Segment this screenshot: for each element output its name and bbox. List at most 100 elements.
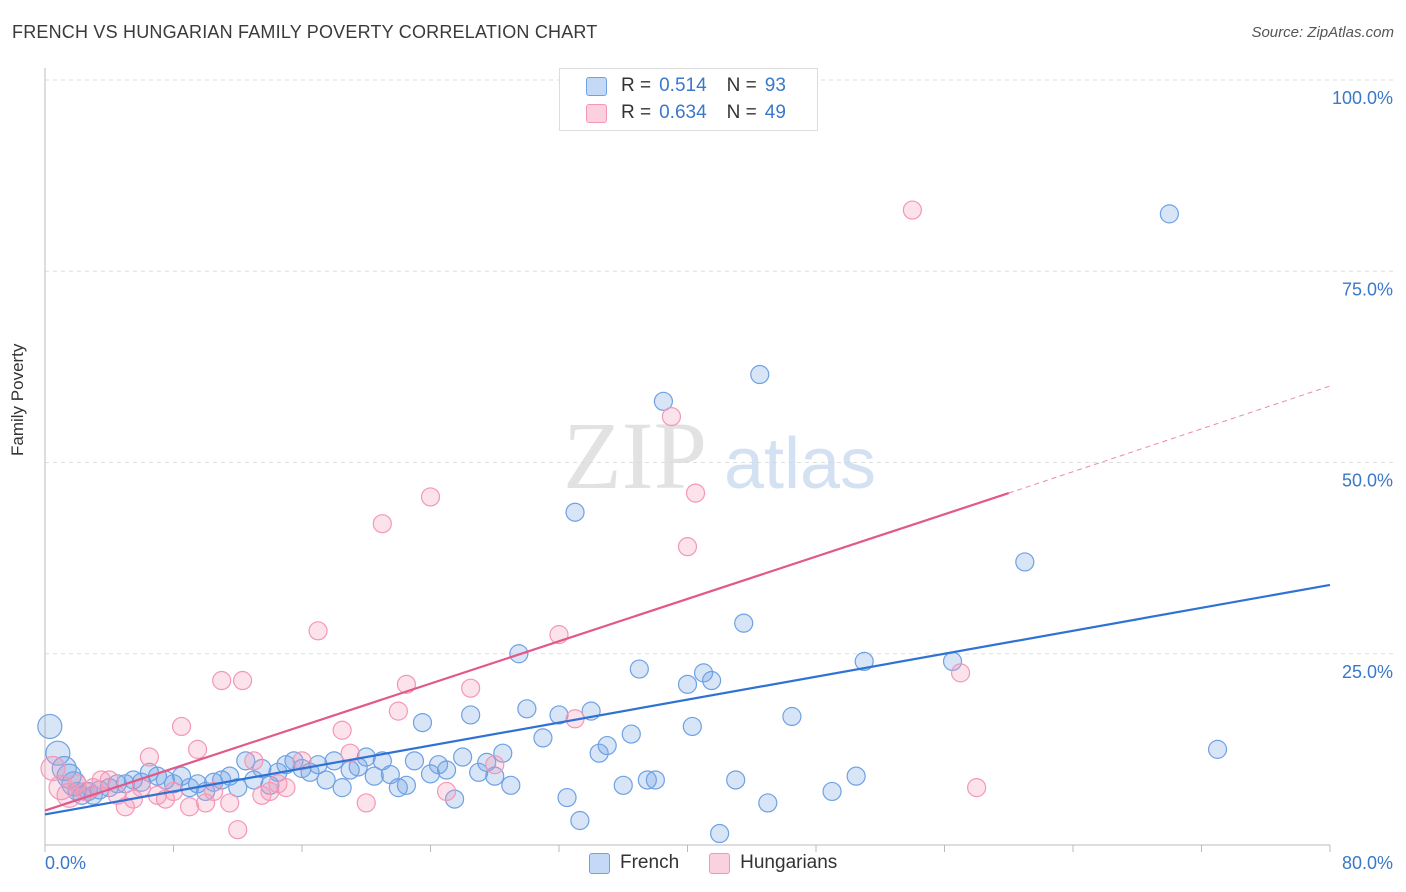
french-point-72: [621, 724, 641, 744]
hungarians-point-19: [196, 793, 216, 813]
french-point-80: [701, 670, 722, 691]
y-tick-label-75: 75.0%: [1342, 279, 1393, 299]
chart-title: FRENCH VS HUNGARIAN FAMILY POVERTY CORRE…: [12, 22, 598, 42]
french-point-73: [629, 659, 649, 679]
french-point-81: [710, 823, 730, 844]
french-point-74: [637, 770, 657, 790]
french-point-27: [236, 751, 256, 771]
hungarians-point-6: [91, 770, 111, 790]
hungarians-point-37: [396, 674, 417, 694]
french-point-78: [682, 716, 702, 737]
hungarians-point-48: [950, 663, 971, 683]
french-point-59: [493, 743, 513, 763]
hungarians-point-39: [436, 781, 457, 802]
french-point-69: [589, 743, 609, 763]
hungarians-point-40: [461, 678, 481, 698]
french-point-2: [51, 755, 77, 782]
hungarians-point-16: [171, 716, 192, 737]
hungarians-n-value: 49: [764, 102, 786, 123]
legend-stats: R = 0.514 N = 93 R = 0.634 N = 49: [559, 68, 818, 131]
legend-item-hungarians[interactable]: Hungarians: [709, 852, 837, 874]
hungarians-point-29: [276, 778, 296, 798]
hungarians-point-3: [67, 774, 87, 794]
hungarians-point-35: [372, 514, 392, 534]
french-legend-swatch: [589, 852, 610, 874]
watermark-atlas: atlas: [724, 424, 876, 504]
data-points: [37, 200, 1228, 844]
watermark: ZIP atlas: [563, 402, 876, 509]
french-point-87: [822, 781, 842, 802]
french-legend-label: French: [620, 852, 680, 873]
french-point-58: [485, 766, 505, 786]
hungarians-r-value: 0.634: [659, 102, 707, 123]
french-point-67: [570, 810, 590, 831]
hungarians-point-31: [308, 621, 328, 641]
chart-source: Source: ZipAtlas.com: [1251, 24, 1394, 41]
french-point-52: [436, 760, 457, 780]
french-point-71: [613, 775, 633, 795]
legend-row-hungarians: R = 0.634 N = 49: [586, 100, 786, 126]
x-tick-label-min: 0.0%: [45, 853, 86, 873]
french-point-86: [782, 706, 802, 727]
hungarians-point-17: [179, 797, 200, 817]
french-point-29: [252, 758, 272, 779]
y-tick-label-100: 100.0%: [1332, 88, 1393, 108]
hungarians-trend-extension: [1008, 385, 1331, 494]
french-point-84: [750, 364, 770, 385]
watermark-zip: ZIP: [563, 402, 707, 509]
french-point-0: [37, 713, 63, 740]
french-point-63: [533, 728, 553, 748]
legend-item-french[interactable]: French: [589, 852, 679, 874]
french-point-37: [316, 770, 336, 790]
hungarians-point-24: [232, 670, 253, 691]
french-point-47: [396, 775, 417, 795]
french-point-39: [332, 778, 352, 798]
r-label: R =: [621, 102, 652, 123]
hungarians-point-38: [420, 487, 441, 507]
hungarians-point-32: [332, 720, 352, 740]
r-label: R =: [621, 75, 652, 96]
hungarians-point-30: [292, 751, 312, 771]
french-point-92: [1207, 739, 1228, 759]
hungarians-point-36: [388, 701, 408, 721]
french-point-70: [597, 735, 617, 756]
french-point-54: [453, 747, 473, 767]
french-point-85: [758, 793, 778, 813]
french-point-82: [726, 770, 746, 790]
hungarians-point-21: [212, 670, 232, 691]
french-point-66: [565, 502, 585, 522]
french-point-43: [364, 766, 384, 786]
hungarians-swatch: [586, 103, 607, 123]
french-point-18: [163, 774, 184, 794]
n-label: N =: [726, 102, 757, 123]
y-tick-label-50: 50.0%: [1342, 471, 1393, 491]
french-point-49: [412, 712, 433, 733]
hungarians-point-22: [220, 793, 240, 813]
hungarians-point-45: [677, 537, 698, 557]
french-point-64: [549, 705, 569, 725]
hungarians-point-1: [48, 775, 74, 801]
hungarians-legend-label: Hungarians: [740, 852, 838, 873]
hungarians-point-49: [967, 778, 987, 798]
hungarians-point-0: [40, 755, 66, 782]
french-point-26: [228, 778, 248, 798]
french-point-53: [444, 789, 465, 809]
hungarians-point-18: [187, 739, 208, 759]
hungarians-point-47: [902, 200, 922, 220]
french-point-1: [45, 740, 71, 766]
french-point-83: [734, 613, 754, 633]
french-point-89: [854, 651, 874, 672]
french-point-76: [653, 391, 674, 411]
bottom-legend: French Hungarians: [589, 852, 867, 874]
french-point-60: [501, 775, 521, 795]
grid-lines: [45, 79, 1395, 655]
hungarians-trend-line: [44, 492, 1010, 812]
legend-row-french: R = 0.514 N = 93: [586, 73, 786, 99]
french-point-65: [557, 787, 577, 808]
french-point-56: [469, 762, 489, 782]
french-point-62: [517, 699, 537, 719]
hungarians-point-25: [244, 751, 264, 771]
hungarians-legend-swatch: [709, 852, 731, 874]
hungarians-point-12: [139, 747, 160, 767]
n-label: N =: [726, 75, 757, 96]
